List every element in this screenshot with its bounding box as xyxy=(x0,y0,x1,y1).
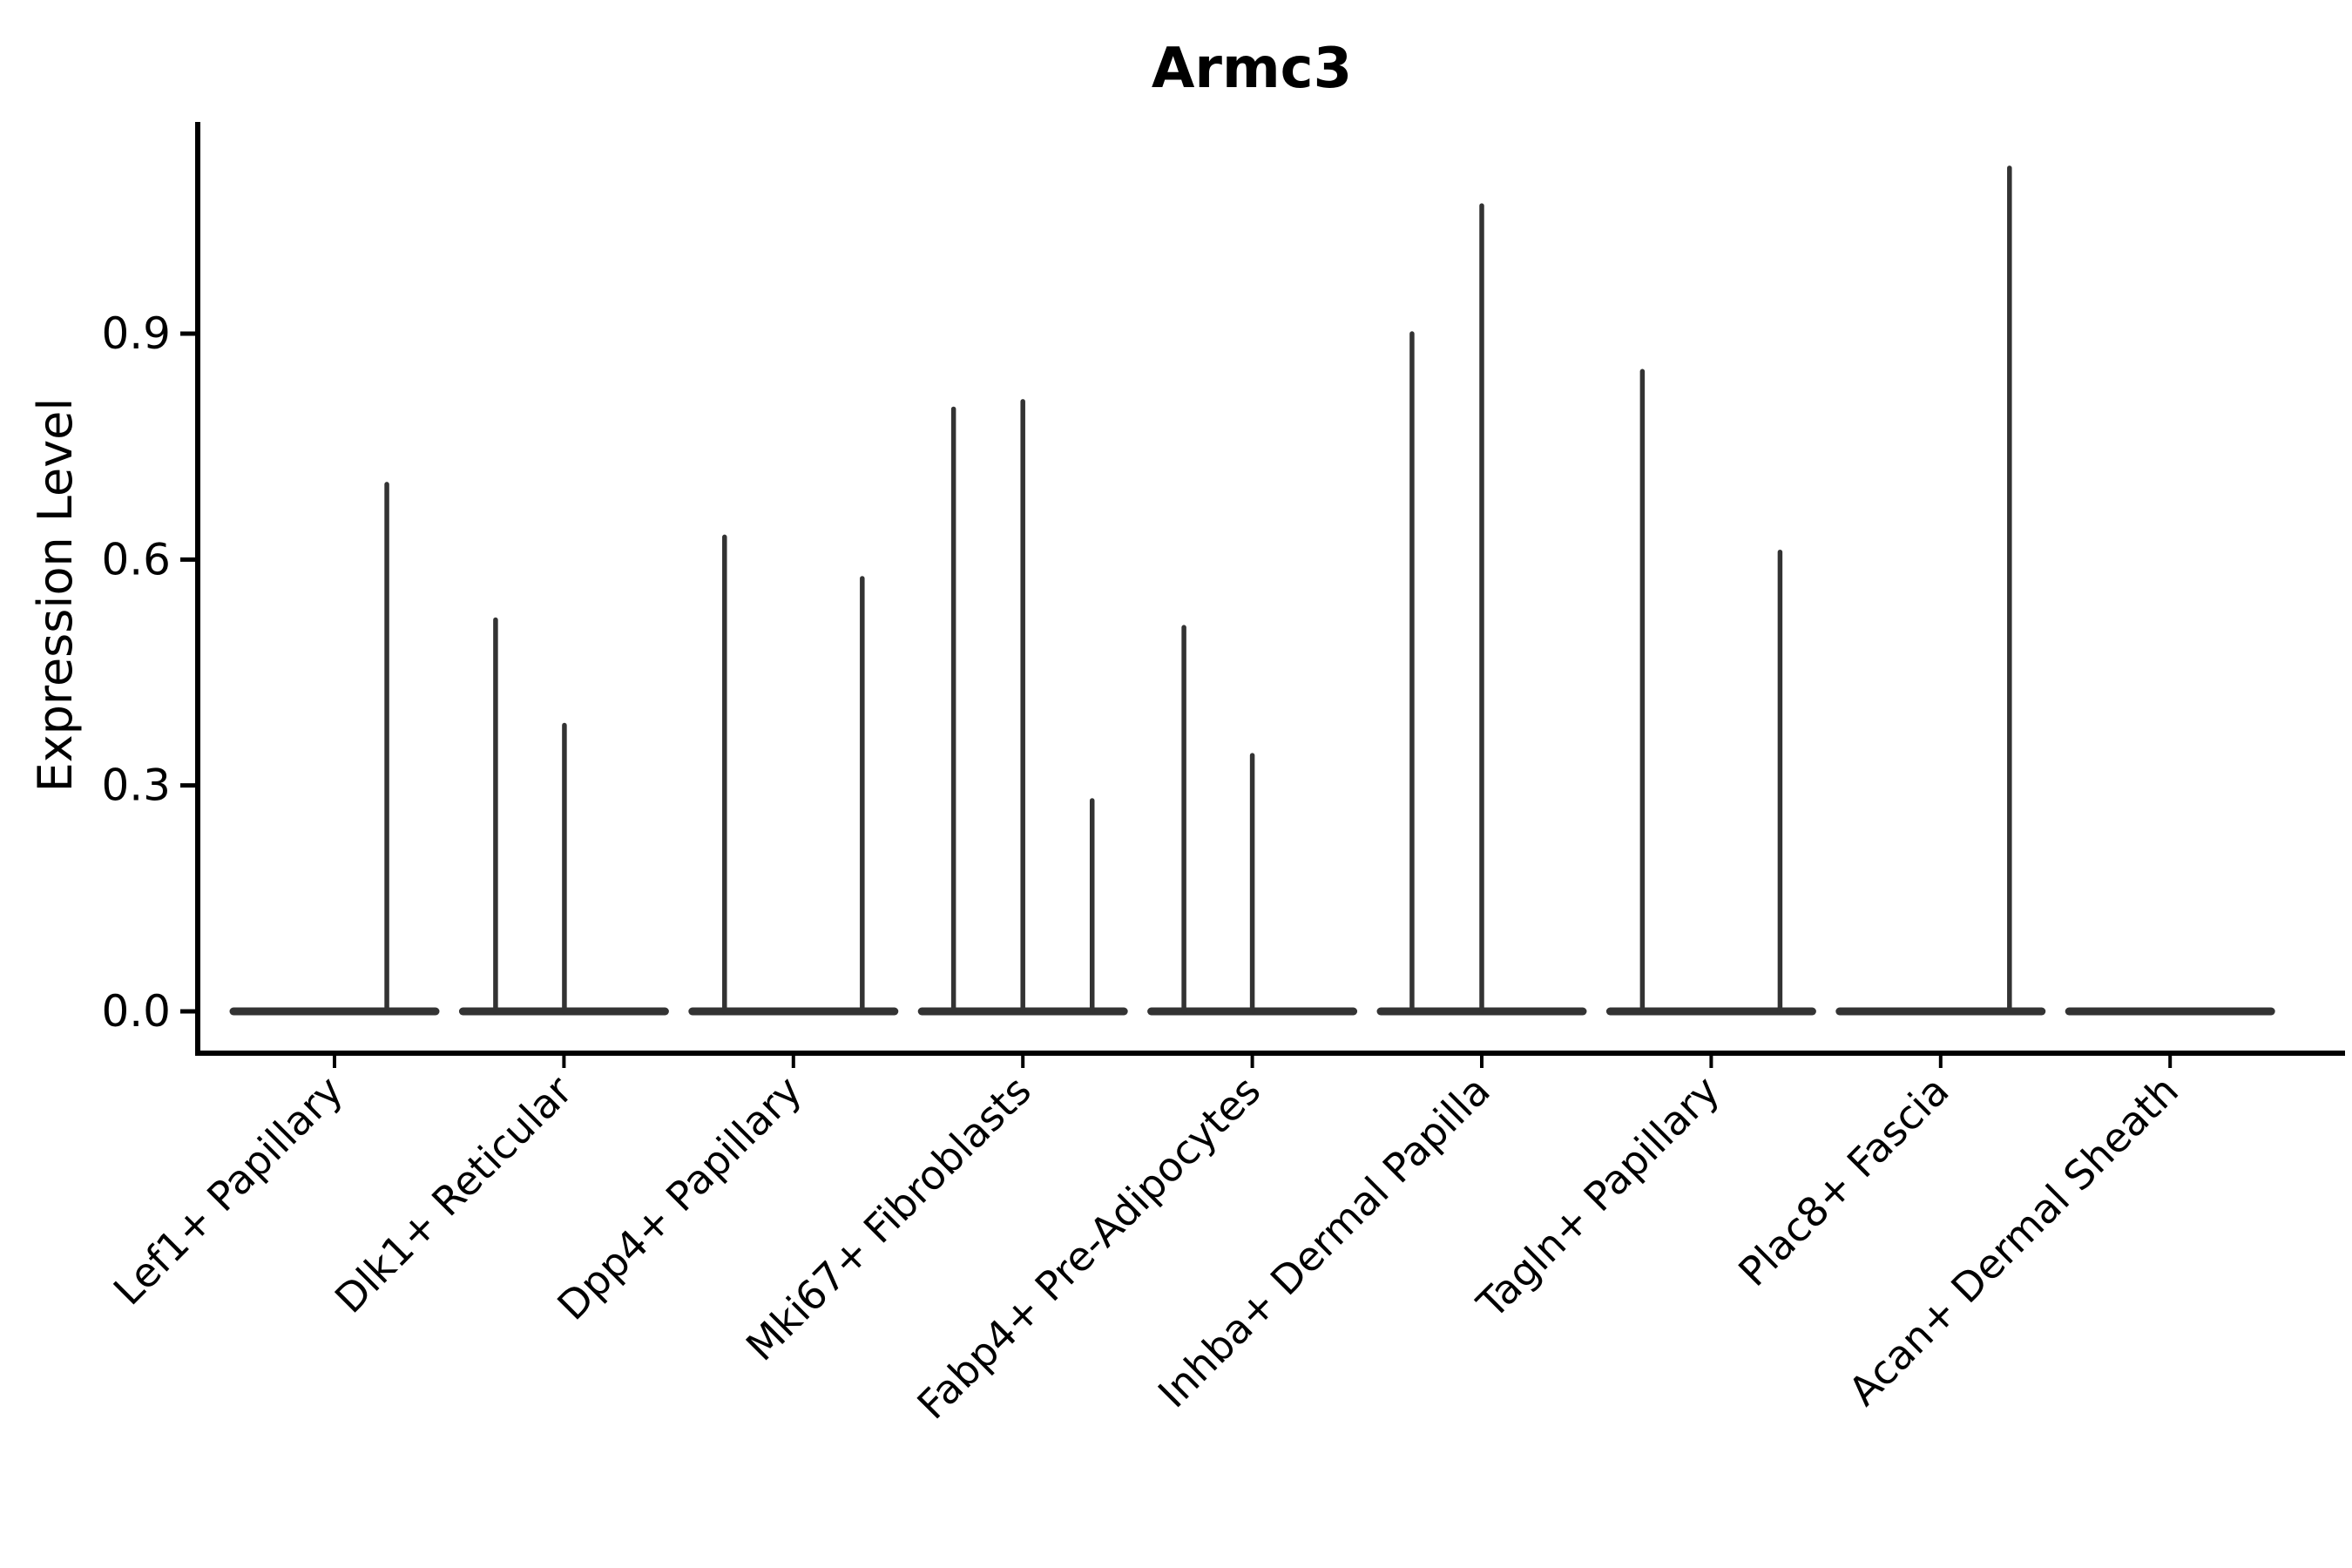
y-axis-label: Expression Level xyxy=(28,398,83,793)
y-tick-label: 0.0 xyxy=(101,986,171,1037)
x-tick-label: Lef1+ Papillary xyxy=(105,1067,352,1315)
x-tick-label: Tagln+ Papillary xyxy=(1468,1067,1729,1328)
violin-layer xyxy=(229,166,2275,1016)
y-tick-label: 0.6 xyxy=(101,534,171,585)
x-tick-label: Dpp4+ Papillary xyxy=(548,1067,810,1329)
x-tick-label: Plac8+ Fascia xyxy=(1729,1067,1957,1295)
axes-layer: 0.0 0.3 0.6 0.9 xyxy=(101,122,2345,1068)
y-tick-label: 0.3 xyxy=(101,760,171,811)
chart-title: Armc3 xyxy=(1152,37,1352,101)
y-tick-label: 0.9 xyxy=(101,308,171,359)
x-tick-label: Dlk1+ Reticular xyxy=(326,1067,581,1322)
